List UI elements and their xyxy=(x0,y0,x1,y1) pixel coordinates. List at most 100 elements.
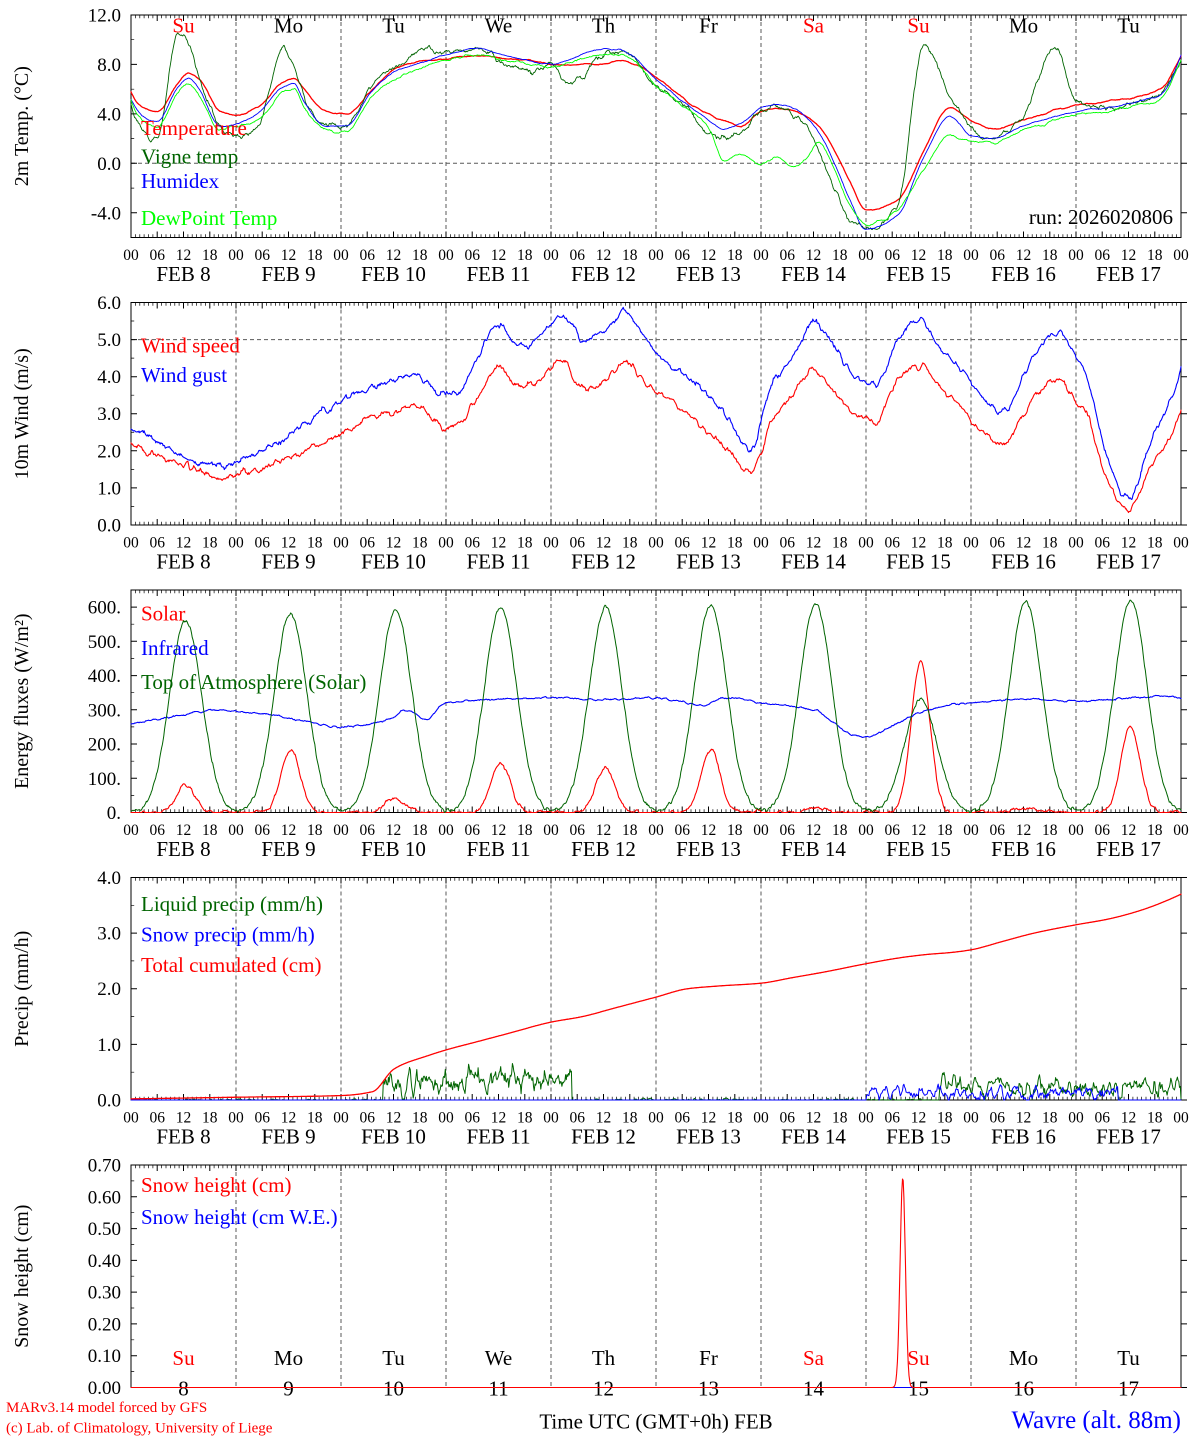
svg-text:FEB 10: FEB 10 xyxy=(361,550,426,574)
svg-text:FEB 16: FEB 16 xyxy=(991,837,1056,861)
svg-text:8.0: 8.0 xyxy=(97,55,121,76)
svg-text:00: 00 xyxy=(333,822,349,839)
svg-text:00: 00 xyxy=(228,1110,244,1127)
svg-text:Temperature: Temperature xyxy=(141,116,247,140)
svg-text:00: 00 xyxy=(228,535,244,552)
svg-text:FEB 8: FEB 8 xyxy=(156,262,210,286)
svg-text:16: 16 xyxy=(1013,1377,1034,1401)
svg-text:0.20: 0.20 xyxy=(88,1314,121,1335)
svg-text:Snow height (cm): Snow height (cm) xyxy=(141,1173,291,1197)
svg-text:Wavre (alt. 88m): Wavre (alt. 88m) xyxy=(1012,1407,1181,1434)
svg-text:00: 00 xyxy=(228,247,244,264)
svg-text:9: 9 xyxy=(283,1377,294,1401)
svg-text:00: 00 xyxy=(1173,822,1189,839)
svg-text:FEB 9: FEB 9 xyxy=(261,262,315,286)
svg-text:FEB 10: FEB 10 xyxy=(361,1125,426,1149)
svg-text:00: 00 xyxy=(123,1110,139,1127)
svg-text:FEB 14: FEB 14 xyxy=(781,1125,846,1149)
svg-text:FEB 13: FEB 13 xyxy=(676,837,741,861)
svg-text:FEB 9: FEB 9 xyxy=(261,1125,315,1149)
svg-text:600.: 600. xyxy=(88,598,121,619)
svg-text:12: 12 xyxy=(593,1377,614,1401)
svg-text:00: 00 xyxy=(438,822,454,839)
svg-text:Infrared: Infrared xyxy=(141,636,209,660)
svg-text:00: 00 xyxy=(963,247,979,264)
svg-text:00: 00 xyxy=(858,1110,874,1127)
svg-text:FEB 13: FEB 13 xyxy=(676,1125,741,1149)
svg-text:FEB 16: FEB 16 xyxy=(991,550,1056,574)
svg-text:0.: 0. xyxy=(107,803,121,824)
svg-text:FEB 10: FEB 10 xyxy=(361,837,426,861)
svg-text:2.0: 2.0 xyxy=(97,979,121,1000)
svg-text:Su: Su xyxy=(907,1346,930,1370)
svg-text:FEB 12: FEB 12 xyxy=(571,1125,636,1149)
svg-text:00: 00 xyxy=(648,1110,664,1127)
svg-text:0.30: 0.30 xyxy=(88,1283,121,1304)
svg-text:00: 00 xyxy=(648,822,664,839)
svg-text:00: 00 xyxy=(333,535,349,552)
svg-text:FEB 12: FEB 12 xyxy=(571,550,636,574)
svg-text:FEB 8: FEB 8 xyxy=(156,1125,210,1149)
svg-text:FEB 8: FEB 8 xyxy=(156,550,210,574)
svg-text:12.0: 12.0 xyxy=(88,6,121,27)
svg-text:00: 00 xyxy=(438,247,454,264)
svg-text:DewPoint Temp: DewPoint Temp xyxy=(141,206,277,230)
svg-text:Liquid precip (mm/h): Liquid precip (mm/h) xyxy=(141,892,323,916)
svg-text:Total cumulated (cm): Total cumulated (cm) xyxy=(141,953,321,977)
svg-text:4.0: 4.0 xyxy=(97,868,121,889)
svg-text:Th: Th xyxy=(592,14,616,38)
svg-text:3.0: 3.0 xyxy=(97,924,121,945)
svg-text:100.: 100. xyxy=(88,769,121,790)
svg-text:Mo: Mo xyxy=(274,14,303,38)
svg-text:Fr: Fr xyxy=(699,14,718,38)
svg-text:00: 00 xyxy=(1068,822,1084,839)
svg-text:Wind gust: Wind gust xyxy=(141,363,227,387)
svg-text:Mo: Mo xyxy=(274,1346,303,1370)
svg-text:-4.0: -4.0 xyxy=(91,203,121,224)
svg-text:00: 00 xyxy=(1173,535,1189,552)
svg-text:FEB 11: FEB 11 xyxy=(467,550,531,574)
svg-text:300.: 300. xyxy=(88,700,121,721)
svg-text:15: 15 xyxy=(908,1377,929,1401)
svg-text:Top of Atmosphere (Solar): Top of Atmosphere (Solar) xyxy=(141,670,366,694)
svg-text:MARv3.14 model forced by GFS: MARv3.14 model forced by GFS xyxy=(6,1400,207,1416)
svg-text:FEB 13: FEB 13 xyxy=(676,262,741,286)
svg-text:00: 00 xyxy=(543,822,559,839)
svg-text:FEB 15: FEB 15 xyxy=(886,837,951,861)
svg-text:00: 00 xyxy=(1173,1110,1189,1127)
svg-text:00: 00 xyxy=(753,822,769,839)
svg-text:Sa: Sa xyxy=(803,1346,825,1370)
svg-text:FEB 16: FEB 16 xyxy=(991,1125,1056,1149)
svg-text:1.0: 1.0 xyxy=(97,478,121,499)
svg-text:FEB 17: FEB 17 xyxy=(1096,837,1161,861)
svg-text:Fr: Fr xyxy=(699,1346,718,1370)
svg-text:We: We xyxy=(485,1346,512,1370)
svg-text:Sa: Sa xyxy=(803,14,825,38)
svg-text:00: 00 xyxy=(123,535,139,552)
svg-text:Snow height (cm): Snow height (cm) xyxy=(11,1205,33,1348)
svg-text:Precip (mm/h): Precip (mm/h) xyxy=(11,931,33,1047)
svg-text:00: 00 xyxy=(858,535,874,552)
svg-text:FEB 10: FEB 10 xyxy=(361,262,426,286)
svg-text:0.50: 0.50 xyxy=(88,1219,121,1240)
svg-text:FEB 9: FEB 9 xyxy=(261,550,315,574)
svg-text:Time UTC (GMT+0h) FEB: Time UTC (GMT+0h) FEB xyxy=(539,1410,772,1434)
svg-text:FEB 17: FEB 17 xyxy=(1096,1125,1161,1149)
svg-text:0.0: 0.0 xyxy=(97,154,121,175)
svg-text:FEB 11: FEB 11 xyxy=(467,1125,531,1149)
svg-text:00: 00 xyxy=(543,535,559,552)
svg-text:00: 00 xyxy=(543,247,559,264)
svg-text:13: 13 xyxy=(698,1377,719,1401)
svg-text:FEB 17: FEB 17 xyxy=(1096,262,1161,286)
svg-text:00: 00 xyxy=(753,1110,769,1127)
svg-text:00: 00 xyxy=(228,822,244,839)
svg-text:Humidex: Humidex xyxy=(141,169,220,193)
svg-text:00: 00 xyxy=(1068,535,1084,552)
svg-text:5.0: 5.0 xyxy=(97,330,121,351)
svg-text:400.: 400. xyxy=(88,666,121,687)
svg-text:00: 00 xyxy=(648,535,664,552)
svg-text:FEB 17: FEB 17 xyxy=(1096,550,1161,574)
svg-text:00: 00 xyxy=(1173,247,1189,264)
svg-text:500.: 500. xyxy=(88,632,121,653)
svg-text:FEB 9: FEB 9 xyxy=(261,837,315,861)
